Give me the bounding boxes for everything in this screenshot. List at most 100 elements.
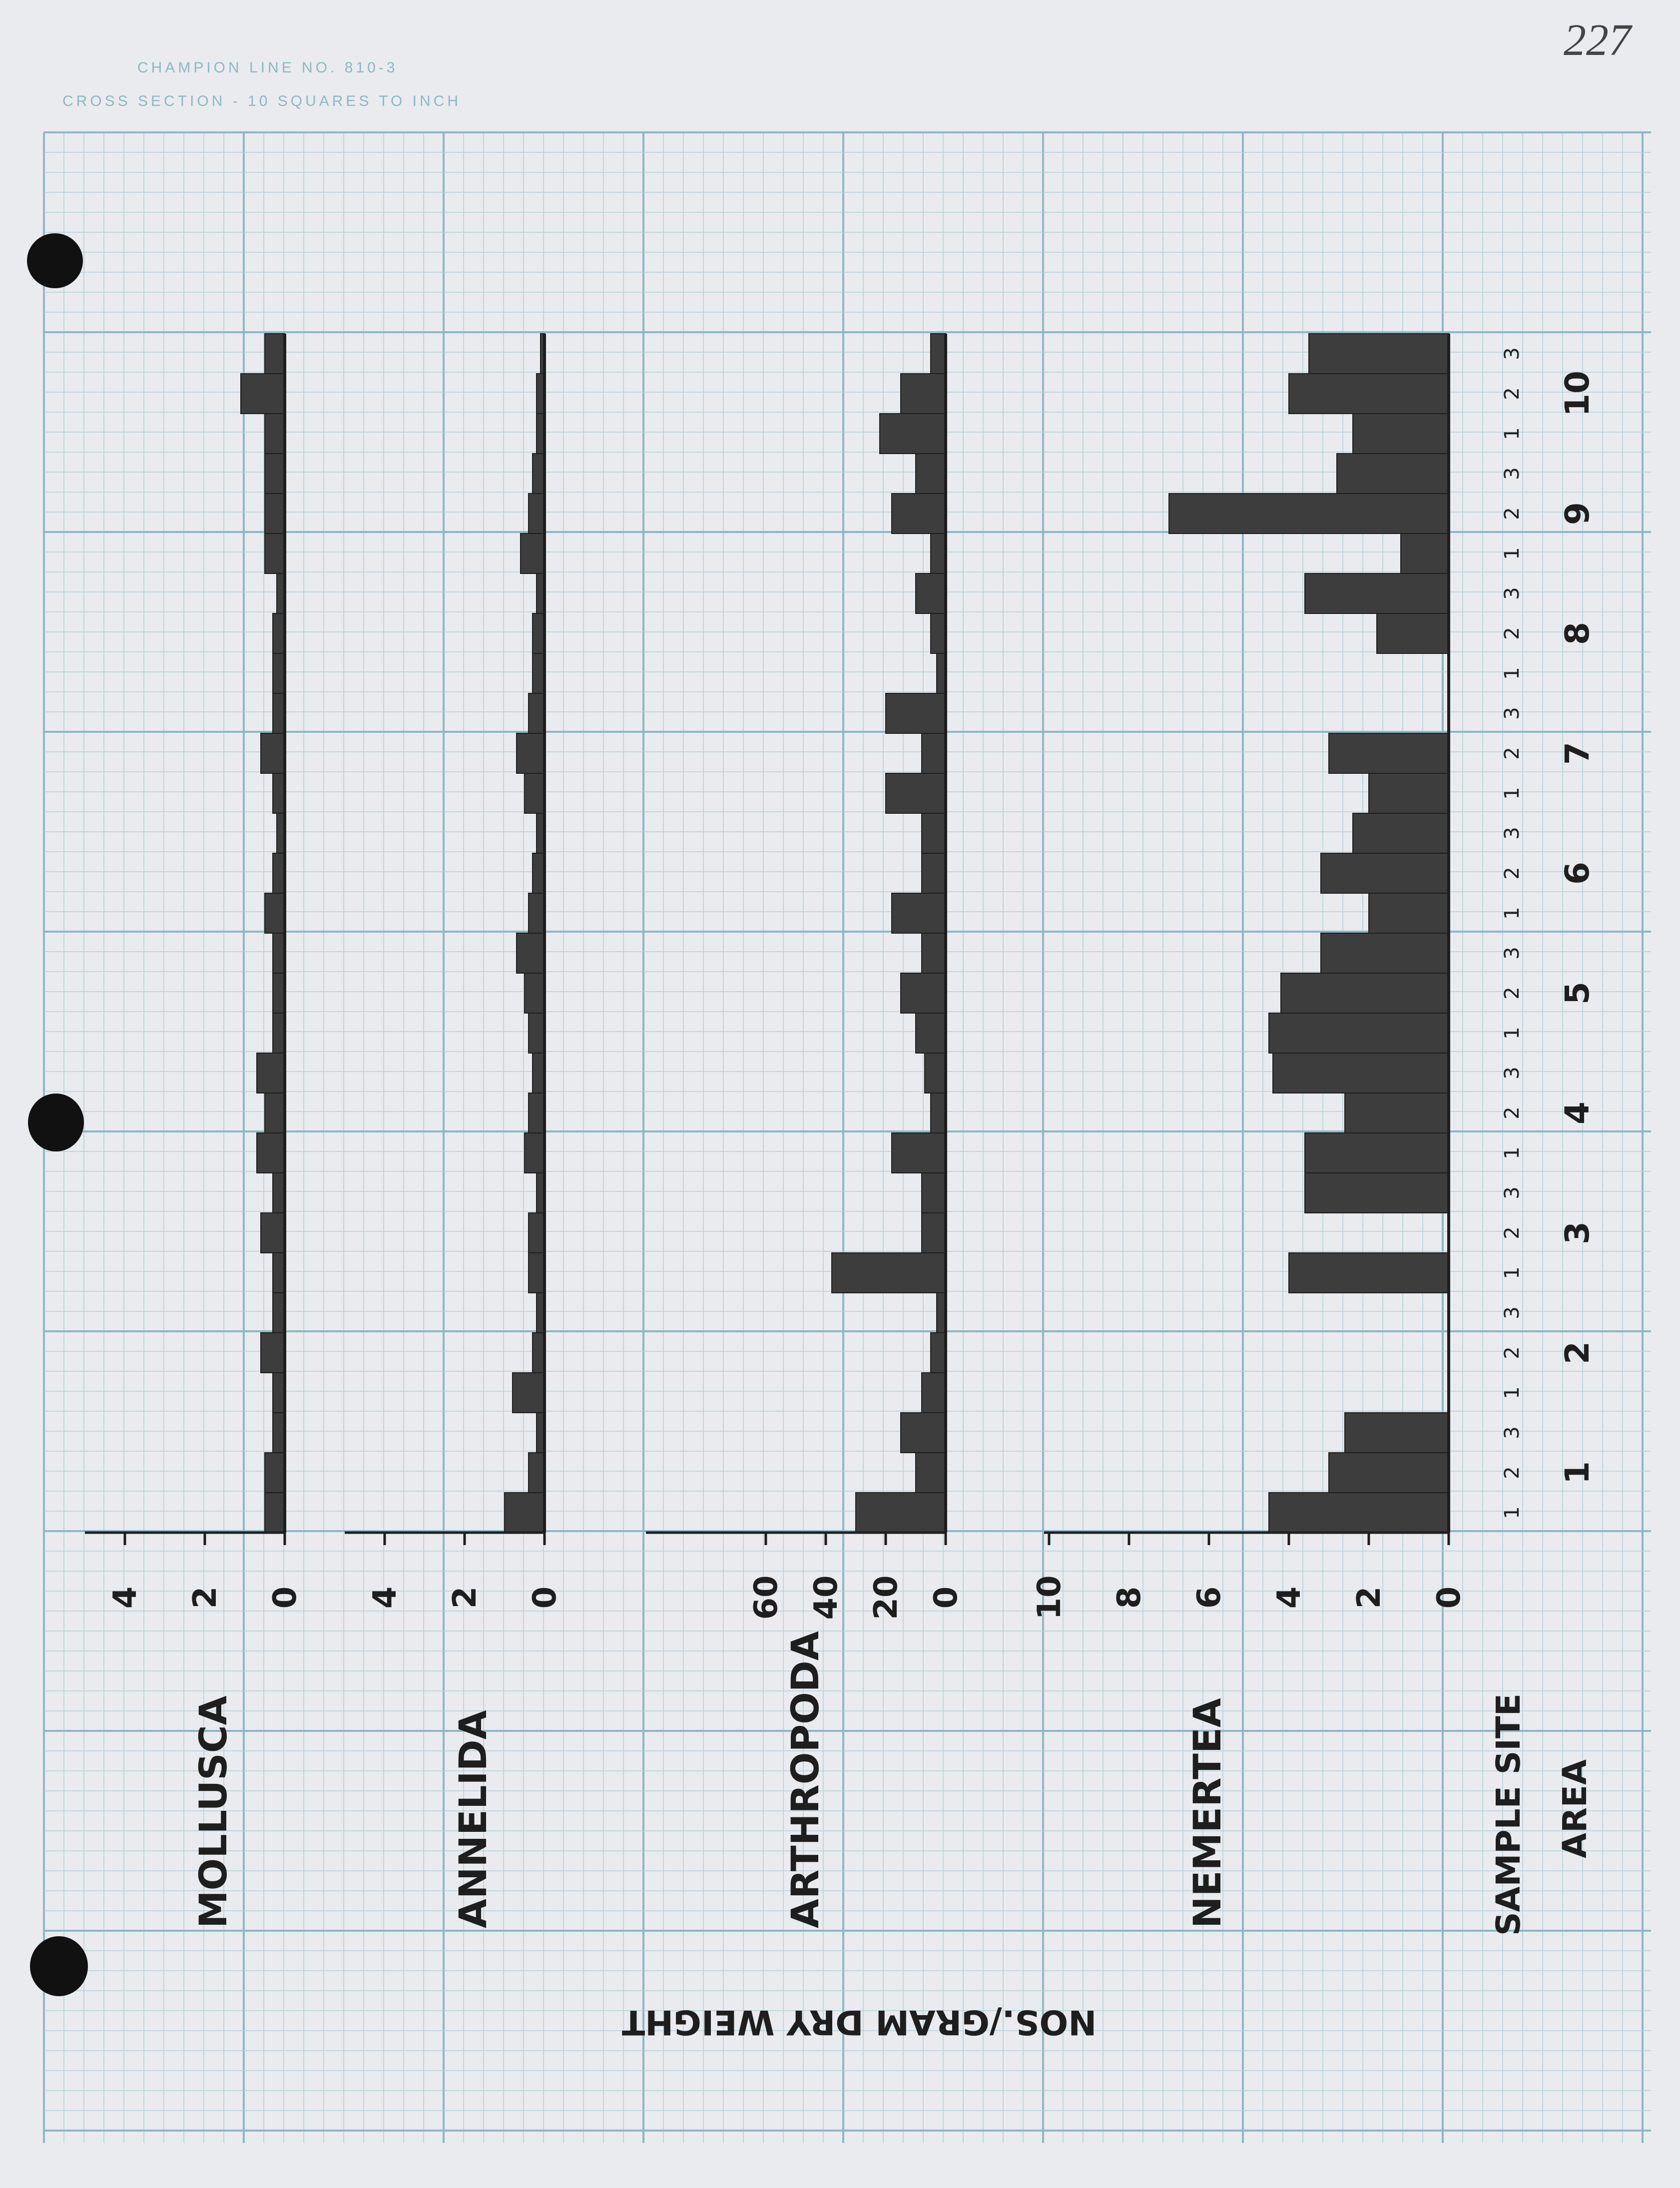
bar-mollusca-area3-site3 (272, 1172, 285, 1213)
axis-tick-label: 2 (447, 1587, 484, 1609)
bar-arthropoda-area7-site3 (885, 693, 946, 734)
page-number: 227 (1564, 15, 1633, 65)
paper-header-line2: CROSS SECTION - 10 SQUARES TO INCH (62, 93, 461, 109)
sample-site-tick-label: 2 (1501, 627, 1524, 639)
bar-nemertea-area5-site3 (1320, 933, 1449, 974)
bar-annelida-area2-site2 (532, 1332, 545, 1373)
bar-mollusca-area9-site2 (264, 493, 285, 534)
bar-annelida-area4-site1 (524, 1132, 545, 1173)
bar-nemertea-area9-site3 (1336, 453, 1449, 494)
bar-mollusca-area9-site3 (264, 453, 285, 494)
bar-annelida-area9-site3 (532, 453, 545, 494)
sample-site-tick-label: 1 (1501, 547, 1524, 559)
sample-site-tick-label: 3 (1501, 827, 1524, 839)
panel-label: MOLLUSCA (191, 1695, 235, 1928)
area-tick-label: 9 (1558, 502, 1597, 525)
bar-arthropoda-area1-site2 (915, 1452, 946, 1493)
bar-arthropoda-area9-site3 (915, 453, 946, 494)
bar-nemertea-area5-site2 (1280, 973, 1449, 1014)
bar-mollusca-area2-site1 (272, 1372, 285, 1413)
sample-site-tick-label: 2 (1501, 1226, 1524, 1239)
bar-mollusca-area3-site2 (260, 1212, 285, 1253)
area-tick-label: 4 (1558, 1101, 1597, 1124)
bar-arthropoda-area6-site1 (891, 893, 946, 934)
bar-arthropoda-area10-site3 (930, 333, 946, 374)
bar-annelida-area7-site1 (524, 773, 545, 814)
area-tick-label: 3 (1558, 1221, 1597, 1244)
binder-hole-top (27, 233, 83, 288)
bar-annelida-area8-site2 (532, 613, 545, 654)
axis-tick-label: 4 (107, 1587, 144, 1609)
bar-annelida-area5-site3 (516, 933, 545, 974)
sample-site-tick-label: 1 (1501, 1266, 1524, 1279)
sample-site-tick-label: 1 (1501, 787, 1524, 799)
bar-mollusca-area2-site3 (272, 1292, 285, 1333)
bar-nemertea-area9-site2 (1168, 493, 1449, 534)
sample-site-tick-label: 1 (1501, 1386, 1524, 1399)
area-tick-label: 6 (1558, 862, 1597, 885)
bar-mollusca-area5-site3 (272, 933, 285, 974)
axis-tick-label: 0 (1431, 1587, 1468, 1609)
sample-site-tick-label: 2 (1501, 1346, 1524, 1359)
sample-site-label: SAMPLE SITE (1489, 1693, 1528, 1936)
axis-tick-label: 2 (1351, 1587, 1388, 1609)
bar-arthropoda-area2-site1 (921, 1372, 946, 1413)
bar-nemertea-area10-site2 (1288, 373, 1449, 414)
bar-mollusca-area5-site1 (272, 1013, 285, 1054)
bar-nemertea-area9-site1 (1400, 533, 1449, 574)
bar-mollusca-area6-site1 (264, 893, 285, 934)
bar-nemertea-area3-site1 (1288, 1252, 1449, 1293)
bar-mollusca-area7-site2 (260, 733, 285, 774)
panel-mollusca: 0 2 4 MOLLUSCA (85, 333, 304, 1928)
axis-tick-label: 4 (367, 1587, 404, 1609)
sample-site-tick-label: 3 (1501, 467, 1524, 480)
sample-site-tick-label: 2 (1501, 747, 1524, 759)
bar-mollusca-area1-site1 (264, 1492, 285, 1533)
sample-site-tick-label: 1 (1501, 907, 1524, 919)
axis-tick-label: 20 (868, 1575, 905, 1620)
y-axis-title: NOS./GRAM DRY WEIGHT (621, 2002, 1097, 2042)
bar-arthropoda-area5-site2 (900, 973, 946, 1014)
sample-site-tick-label: 2 (1501, 1106, 1524, 1119)
bar-arthropoda-area5-site1 (915, 1013, 946, 1054)
bar-mollusca-area7-site1 (272, 773, 285, 814)
bar-nemertea-area1-site1 (1268, 1492, 1449, 1533)
bar-nemertea-area10-site1 (1352, 413, 1449, 454)
bar-annelida-area1-site1 (504, 1492, 545, 1533)
panel-arthropoda: 0 20 40 60 ARTHROPODA (646, 333, 965, 1928)
area-tick-label: 8 (1558, 622, 1597, 645)
sample-site-tick-label: 3 (1501, 1186, 1524, 1199)
bar-mollusca-area4-site1 (256, 1132, 285, 1173)
bar-annelida-area6-site1 (528, 893, 545, 934)
panel-annelida: 0 2 4 ANNELIDA (345, 333, 563, 1928)
sample-site-tick-label: 2 (1501, 387, 1524, 400)
bar-arthropoda-area7-site2 (921, 733, 946, 774)
bar-nemertea-area10-site3 (1308, 333, 1449, 374)
bar-arthropoda-area9-site1 (930, 533, 946, 574)
bar-annelida-area5-site1 (528, 1013, 545, 1054)
sample-site-tick-label: 2 (1501, 867, 1524, 879)
sample-site-tick-label: 3 (1501, 347, 1524, 360)
axis-tick-label: 0 (267, 1587, 304, 1609)
bar-mollusca-area8-site2 (272, 613, 285, 654)
bar-arthropoda-area7-site1 (885, 773, 946, 814)
bar-annelida-area4-site2 (528, 1093, 545, 1133)
bar-arthropoda-area4-site2 (930, 1093, 946, 1133)
axis-tick-label: 60 (748, 1575, 785, 1620)
area-tick-label: 5 (1558, 982, 1597, 1005)
bar-mollusca-area2-site2 (260, 1332, 285, 1373)
bar-nemertea-area8-site3 (1304, 573, 1449, 614)
sample-site-tick-label: 1 (1501, 1027, 1524, 1039)
bar-nemertea-area7-site2 (1328, 733, 1449, 774)
bar-arthropoda-area10-site1 (879, 413, 946, 454)
bar-annelida-area6-site2 (532, 853, 545, 894)
axis-tick-label: 8 (1111, 1587, 1148, 1609)
sample-site-tick-label: 3 (1501, 587, 1524, 599)
bar-arthropoda-area4-site3 (924, 1053, 946, 1094)
bar-arthropoda-area10-site2 (900, 373, 946, 414)
bar-mollusca-area9-site1 (264, 533, 285, 574)
panel-label: ANNELIDA (451, 1710, 495, 1928)
axis-tick-label: 4 (1271, 1587, 1308, 1609)
bar-nemertea-area4-site2 (1344, 1093, 1449, 1133)
bar-mollusca-area7-site3 (272, 693, 285, 734)
